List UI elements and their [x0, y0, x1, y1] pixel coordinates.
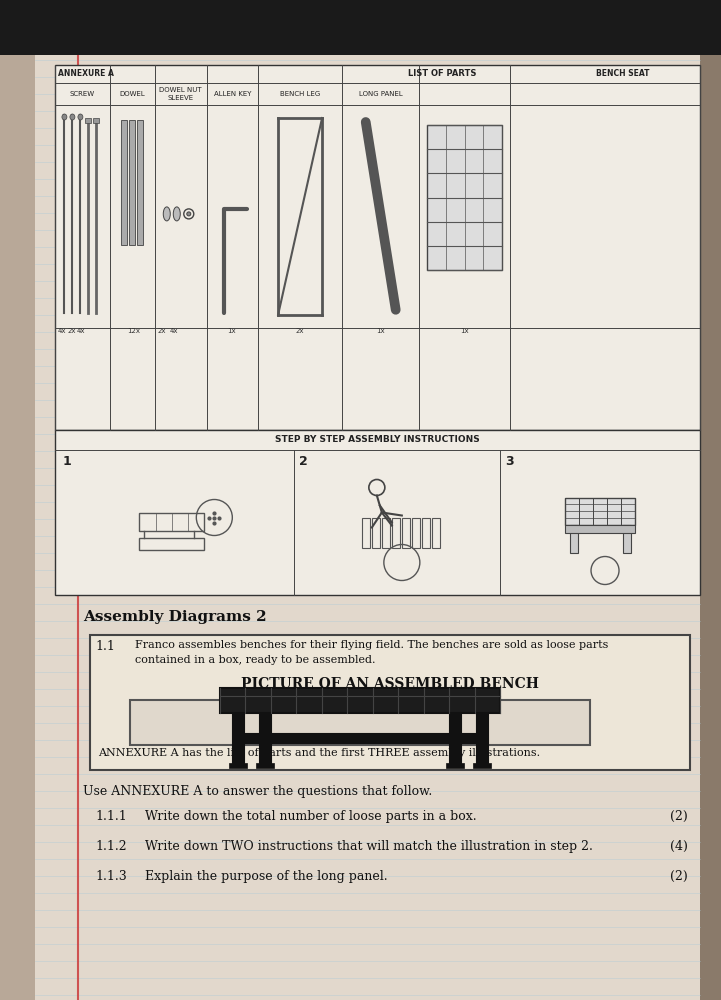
Text: 1x: 1x: [376, 328, 384, 334]
Bar: [382, 518, 390, 548]
Text: 2x: 2x: [158, 328, 167, 334]
Bar: [446, 762, 464, 768]
Text: LONG PANEL: LONG PANEL: [359, 91, 402, 97]
Bar: [130, 700, 590, 745]
Bar: [402, 518, 410, 548]
Text: Write down TWO instructions that will match the illustration in step 2.: Write down TWO instructions that will ma…: [145, 840, 593, 853]
Text: Write down the total number of loose parts in a box.: Write down the total number of loose par…: [145, 810, 477, 823]
Text: 1.1.3: 1.1.3: [95, 870, 127, 883]
Text: (4): (4): [670, 840, 688, 853]
Bar: [0, 0, 721, 55]
Text: 1x: 1x: [227, 328, 236, 334]
Text: 1.1.2: 1.1.2: [95, 840, 127, 853]
Bar: [232, 712, 244, 762]
Bar: [259, 712, 271, 762]
Bar: [85, 118, 92, 123]
Text: STEP BY STEP ASSEMBLY INSTRUCTIONS: STEP BY STEP ASSEMBLY INSTRUCTIONS: [275, 436, 480, 444]
Text: Assembly Diagrams 2: Assembly Diagrams 2: [83, 610, 267, 624]
Bar: [392, 518, 400, 548]
Bar: [623, 525, 631, 552]
Bar: [372, 518, 380, 548]
Bar: [139, 538, 204, 550]
Bar: [94, 118, 99, 123]
Text: (2): (2): [671, 870, 688, 883]
Text: LIST OF PARTS: LIST OF PARTS: [408, 70, 476, 79]
Text: (2): (2): [671, 810, 688, 823]
Bar: [449, 712, 461, 762]
Bar: [121, 120, 128, 245]
Bar: [90, 635, 690, 770]
Text: 4x: 4x: [77, 328, 86, 334]
Text: Franco assembles benches for their flying field. The benches are sold as loose p: Franco assembles benches for their flyin…: [135, 640, 609, 650]
Bar: [432, 518, 440, 548]
Text: 4x: 4x: [58, 328, 66, 334]
Bar: [129, 120, 136, 245]
Text: 2: 2: [298, 455, 307, 468]
Bar: [473, 762, 491, 768]
Ellipse shape: [78, 114, 83, 120]
Bar: [700, 0, 721, 1000]
Text: 2x: 2x: [68, 328, 76, 334]
Bar: [565, 525, 635, 533]
Text: contained in a box, ready to be assembled.: contained in a box, ready to be assemble…: [135, 655, 376, 665]
Text: 3: 3: [505, 455, 513, 468]
Bar: [55, 65, 700, 430]
Ellipse shape: [173, 207, 180, 221]
Bar: [428, 125, 502, 270]
Ellipse shape: [163, 207, 170, 221]
Bar: [565, 497, 635, 525]
Bar: [412, 518, 420, 548]
Ellipse shape: [70, 114, 75, 120]
Bar: [220, 688, 500, 712]
Bar: [570, 525, 578, 552]
Text: 1: 1: [63, 455, 72, 468]
Text: BENCH LEG: BENCH LEG: [280, 91, 320, 97]
Text: Use ANNEXURE A to answer the questions that follow.: Use ANNEXURE A to answer the questions t…: [83, 785, 433, 798]
Bar: [229, 762, 247, 768]
Bar: [256, 762, 274, 768]
Bar: [139, 512, 204, 530]
Text: DOWEL: DOWEL: [120, 91, 145, 97]
Text: 12x: 12x: [128, 328, 141, 334]
Bar: [362, 518, 370, 548]
Bar: [240, 732, 480, 742]
Ellipse shape: [187, 212, 191, 216]
Bar: [422, 518, 430, 548]
Text: SCREW: SCREW: [70, 91, 95, 97]
Text: ANNEXURE A has the list of parts and the first THREE assembly illustrations.: ANNEXURE A has the list of parts and the…: [98, 748, 540, 758]
Text: PICTURE OF AN ASSEMBLED BENCH: PICTURE OF AN ASSEMBLED BENCH: [241, 677, 539, 691]
Text: Explain the purpose of the long panel.: Explain the purpose of the long panel.: [145, 870, 388, 883]
Text: 4x: 4x: [170, 328, 179, 334]
Bar: [138, 120, 143, 245]
Text: 2x: 2x: [295, 328, 304, 334]
Text: BENCH SEAT: BENCH SEAT: [596, 70, 650, 79]
Text: 1x: 1x: [460, 328, 469, 334]
Bar: [55, 430, 700, 595]
Text: ANNEXURE A: ANNEXURE A: [58, 70, 114, 79]
Text: ALLEN KEY: ALLEN KEY: [213, 91, 251, 97]
Ellipse shape: [62, 114, 67, 120]
Text: 1.1.1: 1.1.1: [95, 810, 127, 823]
Text: DOWEL NUT
SLEEVE: DOWEL NUT SLEEVE: [159, 88, 202, 101]
Bar: [476, 712, 488, 762]
Text: 1.1: 1.1: [95, 640, 115, 653]
